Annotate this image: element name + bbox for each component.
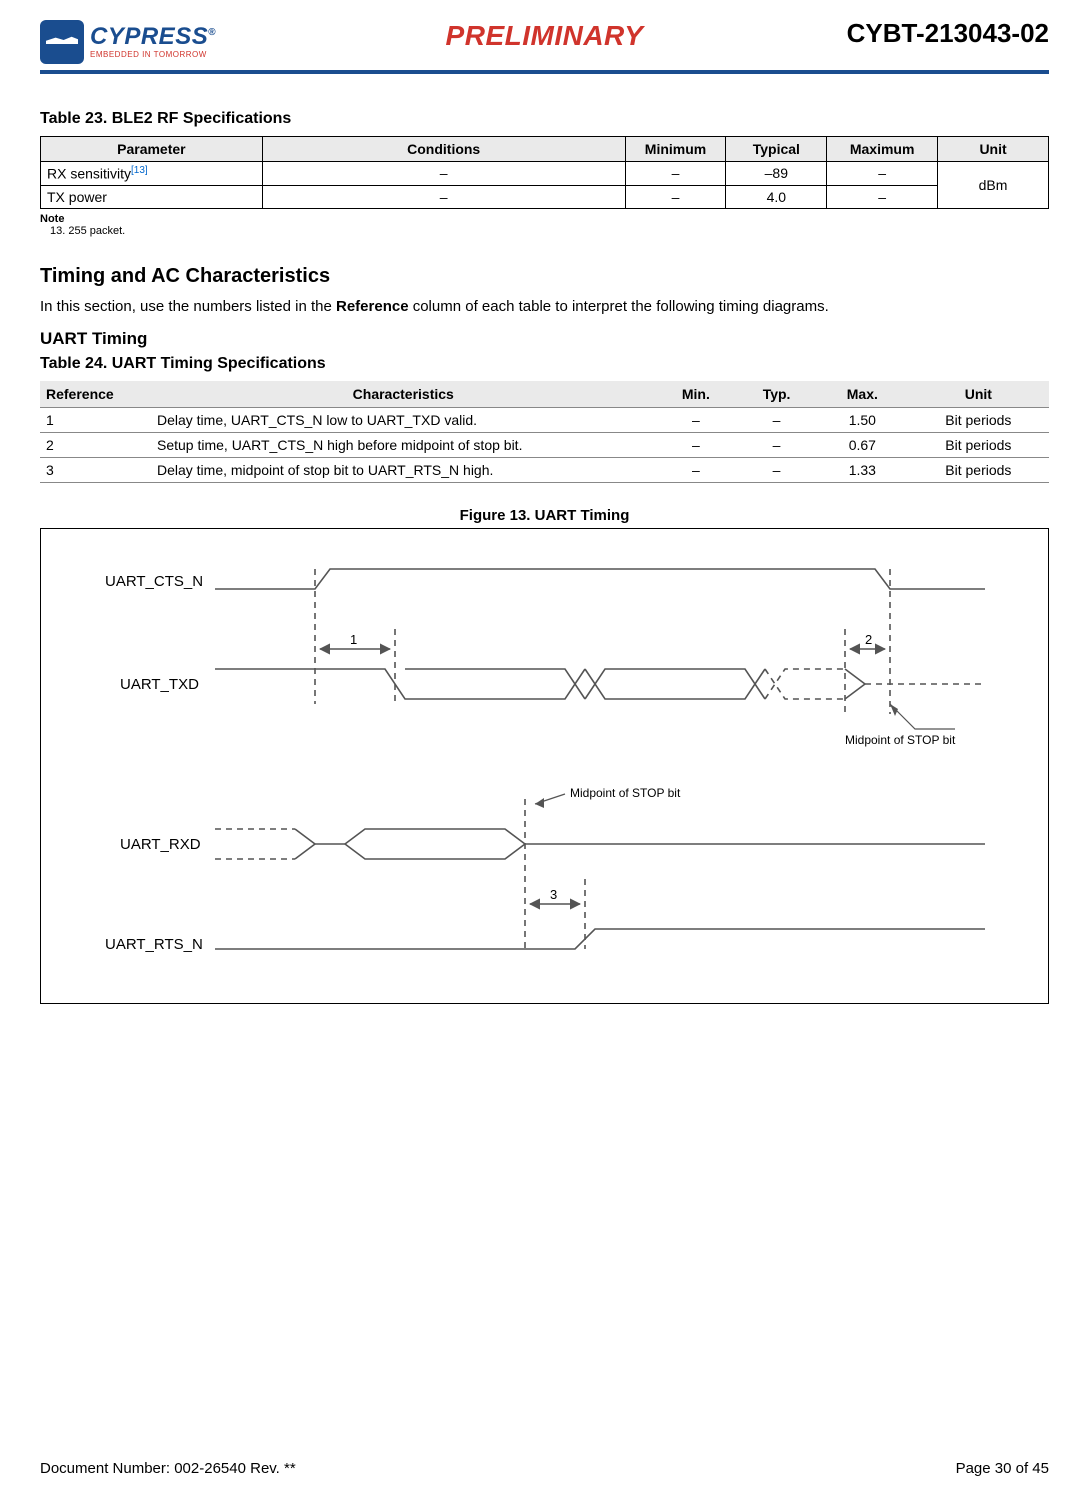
cell-unit: Bit periods <box>908 407 1049 432</box>
cypress-logo: CYPRESS® EMBEDDED IN TOMORROW <box>40 18 216 66</box>
col-unit: Unit <box>938 137 1049 162</box>
col-unit: Unit <box>908 381 1049 408</box>
table23-note-text: 13. 255 packet. <box>50 225 1049 237</box>
col-max: Maximum <box>827 137 938 162</box>
cell-cond: – <box>262 185 625 208</box>
preliminary-label: PRELIMINARY <box>446 20 644 52</box>
col-min: Min. <box>656 381 737 408</box>
cell-max: 0.67 <box>817 432 908 457</box>
cell-ref: 1 <box>40 407 151 432</box>
logo-mark-icon <box>40 20 84 64</box>
cell-ref: 3 <box>40 457 151 482</box>
sig-cts-label: UART_CTS_N <box>105 573 203 590</box>
cell-char: Delay time, midpoint of stop bit to UART… <box>151 457 656 482</box>
section-h2: Timing and AC Characteristics <box>40 265 1049 288</box>
cell-typ: – <box>736 407 817 432</box>
figure13-frame: UART_CTS_N UART_TXD UART_RXD UART_RTS_N … <box>40 528 1049 1004</box>
table-row: 2Setup time, UART_CTS_N high before midp… <box>40 432 1049 457</box>
cell-char: Delay time, UART_CTS_N low to UART_TXD v… <box>151 407 656 432</box>
col-typ: Typ. <box>736 381 817 408</box>
cell-max: – <box>827 162 938 186</box>
table-row: 3Delay time, midpoint of stop bit to UAR… <box>40 457 1049 482</box>
ref-1: 1 <box>350 632 357 647</box>
col-char: Characteristics <box>151 381 656 408</box>
cell-unit: Bit periods <box>908 432 1049 457</box>
col-max: Max. <box>817 381 908 408</box>
logo-brand: CYPRESS® <box>90 25 216 49</box>
col-typ: Typical <box>726 137 827 162</box>
table-header-row: Reference Characteristics Min. Typ. Max.… <box>40 381 1049 408</box>
section-body: In this section, use the numbers listed … <box>40 298 1049 315</box>
midpoint-note-top: Midpoint of STOP bit <box>845 733 956 747</box>
col-conditions: Conditions <box>262 137 625 162</box>
cell-typ: – <box>736 432 817 457</box>
table-row: TX power – – 4.0 – <box>41 185 1049 208</box>
page-header: CYPRESS® EMBEDDED IN TOMORROW PRELIMINAR… <box>40 18 1049 74</box>
logo-tagline: EMBEDDED IN TOMORROW <box>90 51 216 59</box>
sig-rxd-label: UART_RXD <box>120 836 201 853</box>
table24: Reference Characteristics Min. Typ. Max.… <box>40 381 1049 483</box>
table24-caption: Table 24. UART Timing Specifications <box>40 355 1049 373</box>
section-h3: UART Timing <box>40 329 1049 349</box>
cell-min: – <box>625 162 726 186</box>
cell-typ: – <box>736 457 817 482</box>
doc-number: Document Number: 002-26540 Rev. ** <box>40 1460 296 1477</box>
table23-caption: Table 23. BLE2 RF Specifications <box>40 110 1049 128</box>
cell-typ: 4.0 <box>726 185 827 208</box>
table-row: RX sensitivity[13] – – –89 – dBm <box>41 162 1049 186</box>
cell-max: 1.50 <box>817 407 908 432</box>
figure13-caption: Figure 13. UART Timing <box>40 507 1049 524</box>
cell-parameter: RX sensitivity[13] <box>41 162 263 186</box>
ref-3: 3 <box>550 887 557 902</box>
cell-ref: 2 <box>40 432 151 457</box>
cell-min: – <box>656 432 737 457</box>
cell-cond: – <box>262 162 625 186</box>
cell-unit-merged: dBm <box>938 162 1049 209</box>
sig-rts-label: UART_RTS_N <box>105 936 203 953</box>
midpoint-note-mid: Midpoint of STOP bit <box>570 786 681 800</box>
table-header-row: Parameter Conditions Minimum Typical Max… <box>41 137 1049 162</box>
cell-min: – <box>625 185 726 208</box>
cell-max: – <box>827 185 938 208</box>
col-ref: Reference <box>40 381 151 408</box>
uart-timing-diagram: UART_CTS_N UART_TXD UART_RXD UART_RTS_N … <box>85 549 1005 979</box>
part-number: CYBT-213043-02 <box>847 18 1049 49</box>
sig-txd-label: UART_TXD <box>120 676 199 693</box>
page-number: Page 30 of 45 <box>956 1460 1049 1477</box>
cell-char: Setup time, UART_CTS_N high before midpo… <box>151 432 656 457</box>
cell-typ: –89 <box>726 162 827 186</box>
page-footer: Document Number: 002-26540 Rev. ** Page … <box>40 1460 1049 1477</box>
col-min: Minimum <box>625 137 726 162</box>
cell-max: 1.33 <box>817 457 908 482</box>
cell-min: – <box>656 457 737 482</box>
table23: Parameter Conditions Minimum Typical Max… <box>40 136 1049 209</box>
table23-note-label: Note <box>40 213 1049 225</box>
ref-2: 2 <box>865 632 872 647</box>
table-row: 1Delay time, UART_CTS_N low to UART_TXD … <box>40 407 1049 432</box>
cell-unit: Bit periods <box>908 457 1049 482</box>
col-parameter: Parameter <box>41 137 263 162</box>
cell-min: – <box>656 407 737 432</box>
cell-parameter: TX power <box>41 185 263 208</box>
